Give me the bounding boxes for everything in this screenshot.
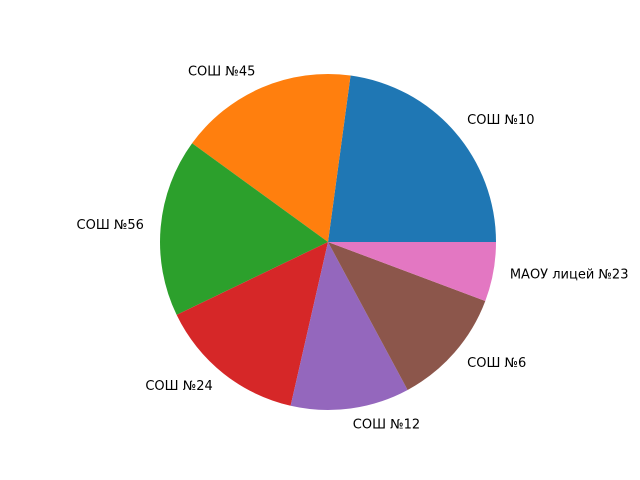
pie-slice-5 [328,242,486,390]
pie-labels: СОШ №10 СОШ №45 СОШ №56 СОШ №24 СОШ №12 СОШ №… [77,65,629,433]
pie-slice-2 [160,143,328,315]
pie-label-5: СОШ №6 [467,356,526,371]
pie-label-6: МАОУ лицей №23 [510,268,629,283]
pie-slice-4 [290,242,408,411]
pie-slice-0 [328,75,496,243]
pie-label-1: СОШ №45 [188,65,255,80]
pie-label-2: СОШ №56 [77,218,144,233]
pie-slice-6 [328,242,496,302]
pie-slice-1 [192,74,351,243]
pie-slices [160,74,496,411]
pie-label-4: СОШ №12 [353,418,420,433]
pie-label-0: СОШ №10 [467,113,534,128]
pie-label-3: СОШ №24 [145,379,212,394]
pie-slice-3 [176,242,328,406]
